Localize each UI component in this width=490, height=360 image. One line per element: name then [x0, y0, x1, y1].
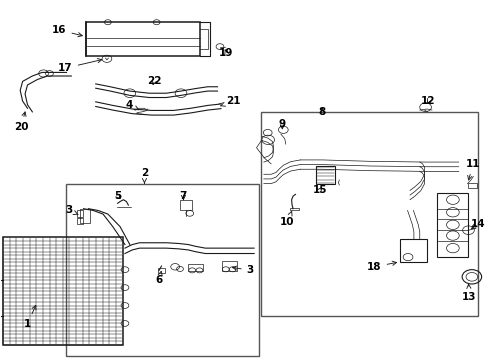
- Text: 1: 1: [24, 305, 36, 329]
- Bar: [158, 268, 166, 273]
- Text: 3: 3: [232, 265, 254, 275]
- Bar: [67, 184, 259, 356]
- Bar: [3, 237, 122, 345]
- Text: 5: 5: [114, 191, 122, 201]
- Text: 2: 2: [141, 168, 148, 183]
- Text: 22: 22: [147, 76, 161, 86]
- Bar: [188, 264, 203, 271]
- Text: 7: 7: [180, 191, 187, 201]
- Text: 20: 20: [14, 112, 28, 132]
- Text: 17: 17: [58, 59, 102, 73]
- Text: 14: 14: [471, 219, 486, 229]
- Bar: [317, 166, 335, 184]
- Text: 9: 9: [279, 120, 286, 129]
- Text: 4: 4: [126, 100, 139, 111]
- Text: 16: 16: [52, 25, 82, 37]
- Bar: [467, 183, 477, 188]
- Bar: [290, 208, 299, 211]
- Text: 6: 6: [155, 271, 163, 285]
- Text: 15: 15: [313, 185, 327, 195]
- Text: 13: 13: [462, 284, 477, 302]
- Bar: [86, 22, 200, 56]
- Text: 21: 21: [220, 96, 240, 106]
- Text: 11: 11: [466, 159, 481, 180]
- Bar: [77, 210, 83, 217]
- Bar: [222, 261, 237, 271]
- Text: 19: 19: [219, 48, 233, 58]
- Text: 18: 18: [367, 261, 396, 272]
- Bar: [400, 239, 427, 262]
- Text: 3: 3: [66, 206, 78, 216]
- Bar: [77, 218, 83, 225]
- Bar: [437, 193, 468, 257]
- Text: 12: 12: [421, 96, 436, 106]
- Bar: [261, 112, 478, 316]
- Text: 8: 8: [318, 107, 326, 117]
- Text: 10: 10: [280, 211, 294, 227]
- Bar: [180, 200, 192, 211]
- Bar: [80, 209, 90, 223]
